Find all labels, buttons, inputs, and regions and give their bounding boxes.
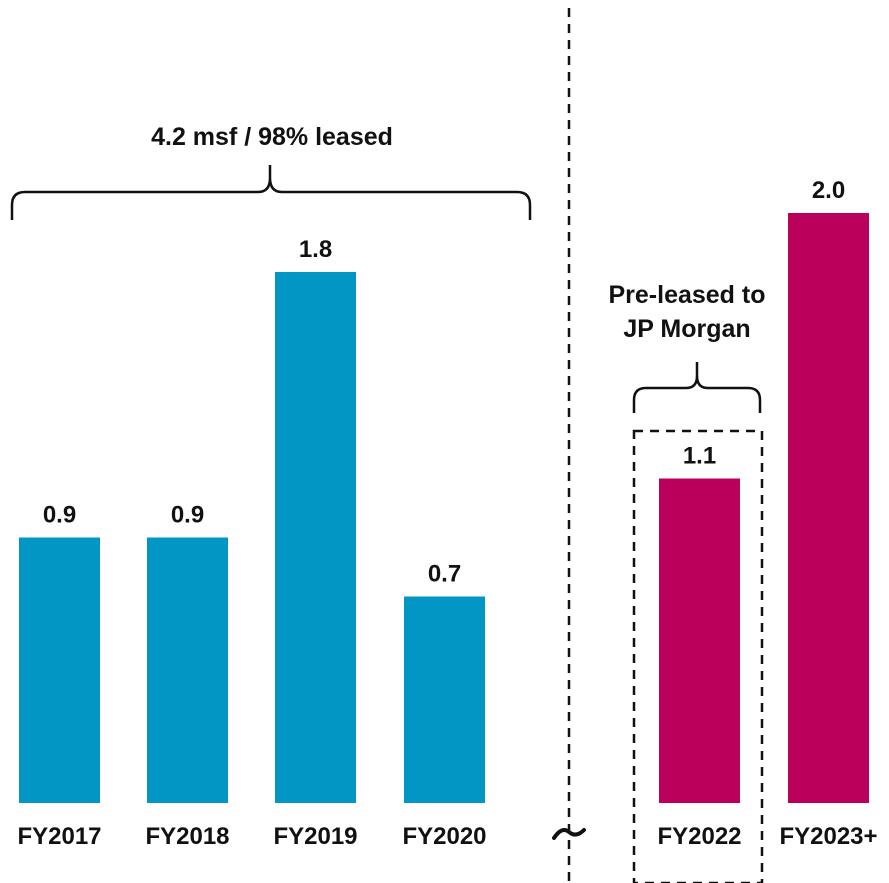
bar-fy2023-plus	[788, 213, 869, 803]
category-label-fy2022: FY2022	[657, 823, 741, 850]
bar-fy2019	[275, 272, 356, 803]
pre-leased-dashed-box	[632, 429, 764, 883]
bars-group	[19, 213, 869, 803]
group-left-brace	[10, 165, 532, 220]
bar-fy2022	[659, 478, 740, 803]
axis-break-icon	[552, 828, 586, 840]
category-label-fy2023-plus: FY2023+	[779, 823, 877, 850]
category-labels-group: FY2017 FY2018 FY2019 FY2020 FY2022 FY2023+	[17, 823, 877, 850]
group-right-annotation-line2: JP Morgan	[623, 315, 750, 343]
value-label-fy2023-plus: 2.0	[812, 177, 845, 204]
bar-fy2020	[404, 596, 485, 803]
bar-fy2017	[19, 537, 100, 803]
category-label-fy2018: FY2018	[145, 823, 229, 850]
value-label-fy2022: 1.1	[683, 443, 716, 470]
value-label-fy2017: 0.9	[43, 502, 76, 529]
value-labels-group: 0.9 0.9 1.8 0.7 1.1 2.0	[43, 177, 845, 588]
category-label-fy2019: FY2019	[273, 823, 357, 850]
category-label-fy2020: FY2020	[402, 823, 486, 850]
group-right-brace	[632, 362, 762, 413]
group-right-annotation-line1: Pre-leased to	[608, 281, 765, 309]
value-label-fy2020: 0.7	[428, 561, 461, 588]
value-label-fy2019: 1.8	[299, 236, 332, 263]
bar-fy2018	[147, 537, 228, 803]
category-label-fy2017: FY2017	[17, 823, 101, 850]
value-label-fy2018: 0.9	[171, 502, 204, 529]
group-left-annotation: 4.2 msf / 98% leased	[151, 123, 393, 151]
